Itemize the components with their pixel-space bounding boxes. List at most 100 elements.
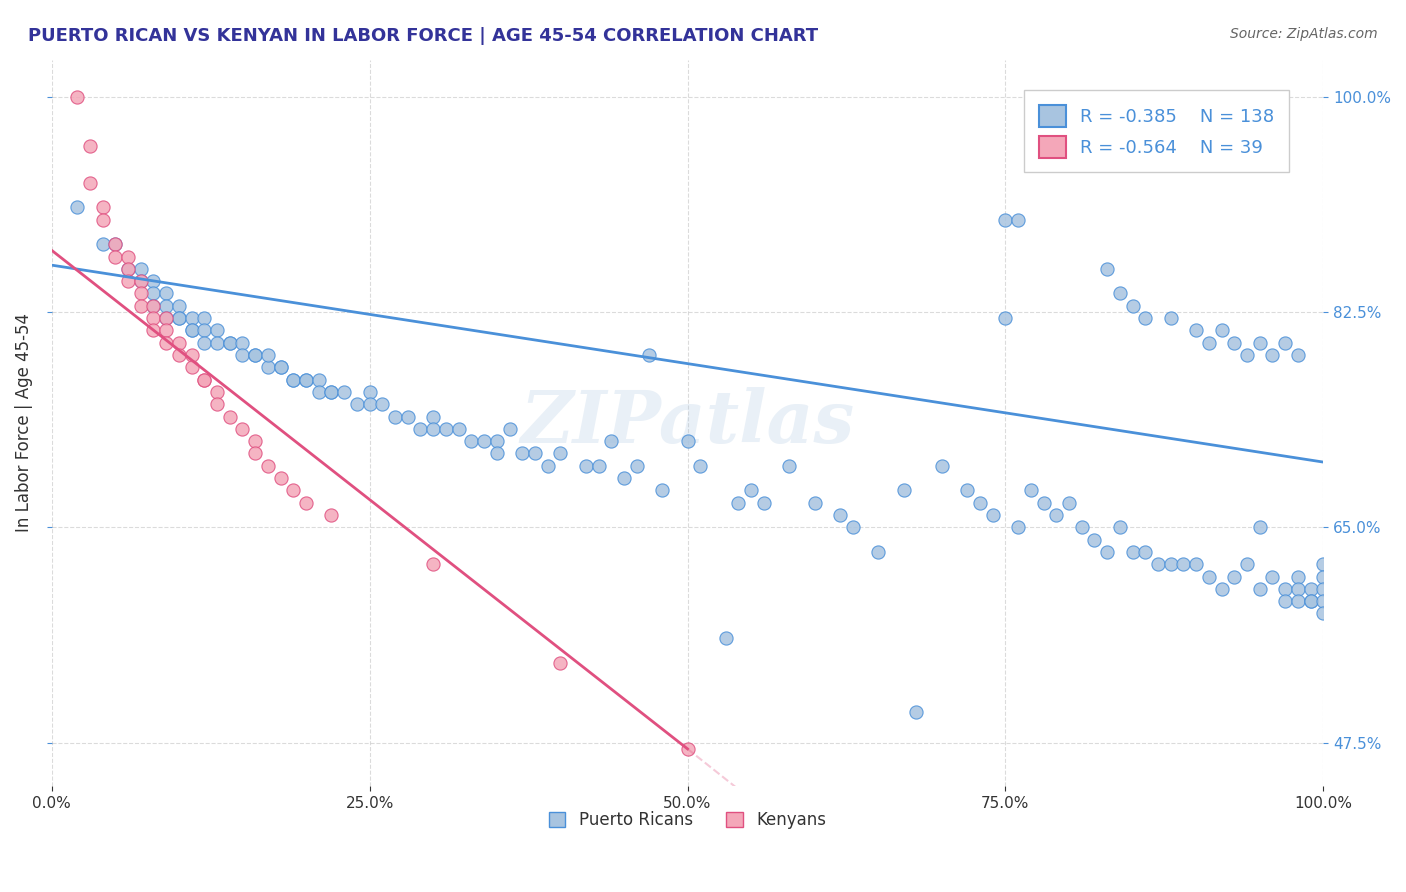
Point <box>868 545 890 559</box>
Point <box>981 508 1004 522</box>
Point <box>689 458 711 473</box>
Point <box>155 311 177 326</box>
Point <box>613 471 636 485</box>
Point <box>245 348 267 362</box>
Point <box>193 335 215 350</box>
Point <box>218 335 240 350</box>
Text: Source: ZipAtlas.com: Source: ZipAtlas.com <box>1230 27 1378 41</box>
Point <box>283 483 305 498</box>
Point <box>117 261 139 276</box>
Point <box>384 409 406 424</box>
Point <box>409 422 432 436</box>
Point <box>117 250 139 264</box>
Point <box>1286 582 1309 596</box>
Point <box>1211 323 1233 337</box>
Point <box>180 323 202 337</box>
Point <box>205 384 228 399</box>
Point <box>321 384 343 399</box>
Point <box>1198 335 1220 350</box>
Point <box>1045 508 1067 522</box>
Point <box>283 373 305 387</box>
Point <box>510 446 533 460</box>
Point <box>1223 569 1246 583</box>
Point <box>1236 558 1258 572</box>
Point <box>727 496 749 510</box>
Point <box>460 434 482 449</box>
Point <box>588 458 610 473</box>
Point <box>321 508 343 522</box>
Point <box>167 348 190 362</box>
Point <box>1286 594 1309 608</box>
Point <box>333 384 356 399</box>
Point <box>994 212 1017 227</box>
Point <box>1057 496 1080 510</box>
Point <box>142 323 165 337</box>
Point <box>396 409 419 424</box>
Point <box>994 311 1017 326</box>
Point <box>1007 212 1029 227</box>
Point <box>218 335 240 350</box>
Point <box>180 360 202 375</box>
Point <box>167 335 190 350</box>
Point <box>167 311 190 326</box>
Text: ZIPatlas: ZIPatlas <box>520 387 855 458</box>
Point <box>1299 582 1322 596</box>
Point <box>1261 348 1284 362</box>
Point <box>537 458 560 473</box>
Point <box>91 200 114 214</box>
Point <box>1160 311 1182 326</box>
Legend: Puerto Ricans, Kenyans: Puerto Ricans, Kenyans <box>543 805 832 836</box>
Point <box>321 384 343 399</box>
Point <box>422 409 444 424</box>
Point <box>129 261 152 276</box>
Point <box>472 434 495 449</box>
Point <box>1312 607 1334 621</box>
Point <box>485 434 508 449</box>
Point <box>142 274 165 288</box>
Point <box>638 348 661 362</box>
Point <box>66 89 89 103</box>
Point <box>1299 594 1322 608</box>
Point <box>956 483 979 498</box>
Point <box>142 299 165 313</box>
Point <box>180 323 202 337</box>
Point <box>129 286 152 301</box>
Point <box>167 299 190 313</box>
Point <box>308 373 330 387</box>
Point <box>1198 569 1220 583</box>
Point <box>129 299 152 313</box>
Point <box>676 742 699 756</box>
Point <box>142 286 165 301</box>
Point <box>1249 520 1271 534</box>
Point <box>104 237 127 252</box>
Point <box>155 335 177 350</box>
Point <box>1274 335 1296 350</box>
Point <box>1312 558 1334 572</box>
Point <box>79 138 101 153</box>
Point <box>231 348 253 362</box>
Point <box>752 496 775 510</box>
Point <box>1173 558 1195 572</box>
Point <box>626 458 648 473</box>
Point <box>842 520 865 534</box>
Point <box>1007 520 1029 534</box>
Point <box>205 323 228 337</box>
Point <box>142 299 165 313</box>
Point <box>830 508 852 522</box>
Point <box>180 348 202 362</box>
Point <box>1185 558 1208 572</box>
Point <box>1299 594 1322 608</box>
Point <box>905 705 928 719</box>
Point <box>1312 582 1334 596</box>
Point <box>180 311 202 326</box>
Point <box>129 274 152 288</box>
Point <box>218 409 240 424</box>
Point <box>651 483 673 498</box>
Point <box>283 373 305 387</box>
Point <box>1019 483 1042 498</box>
Point <box>1108 286 1130 301</box>
Point <box>485 446 508 460</box>
Point <box>1261 569 1284 583</box>
Point <box>117 261 139 276</box>
Point <box>1274 594 1296 608</box>
